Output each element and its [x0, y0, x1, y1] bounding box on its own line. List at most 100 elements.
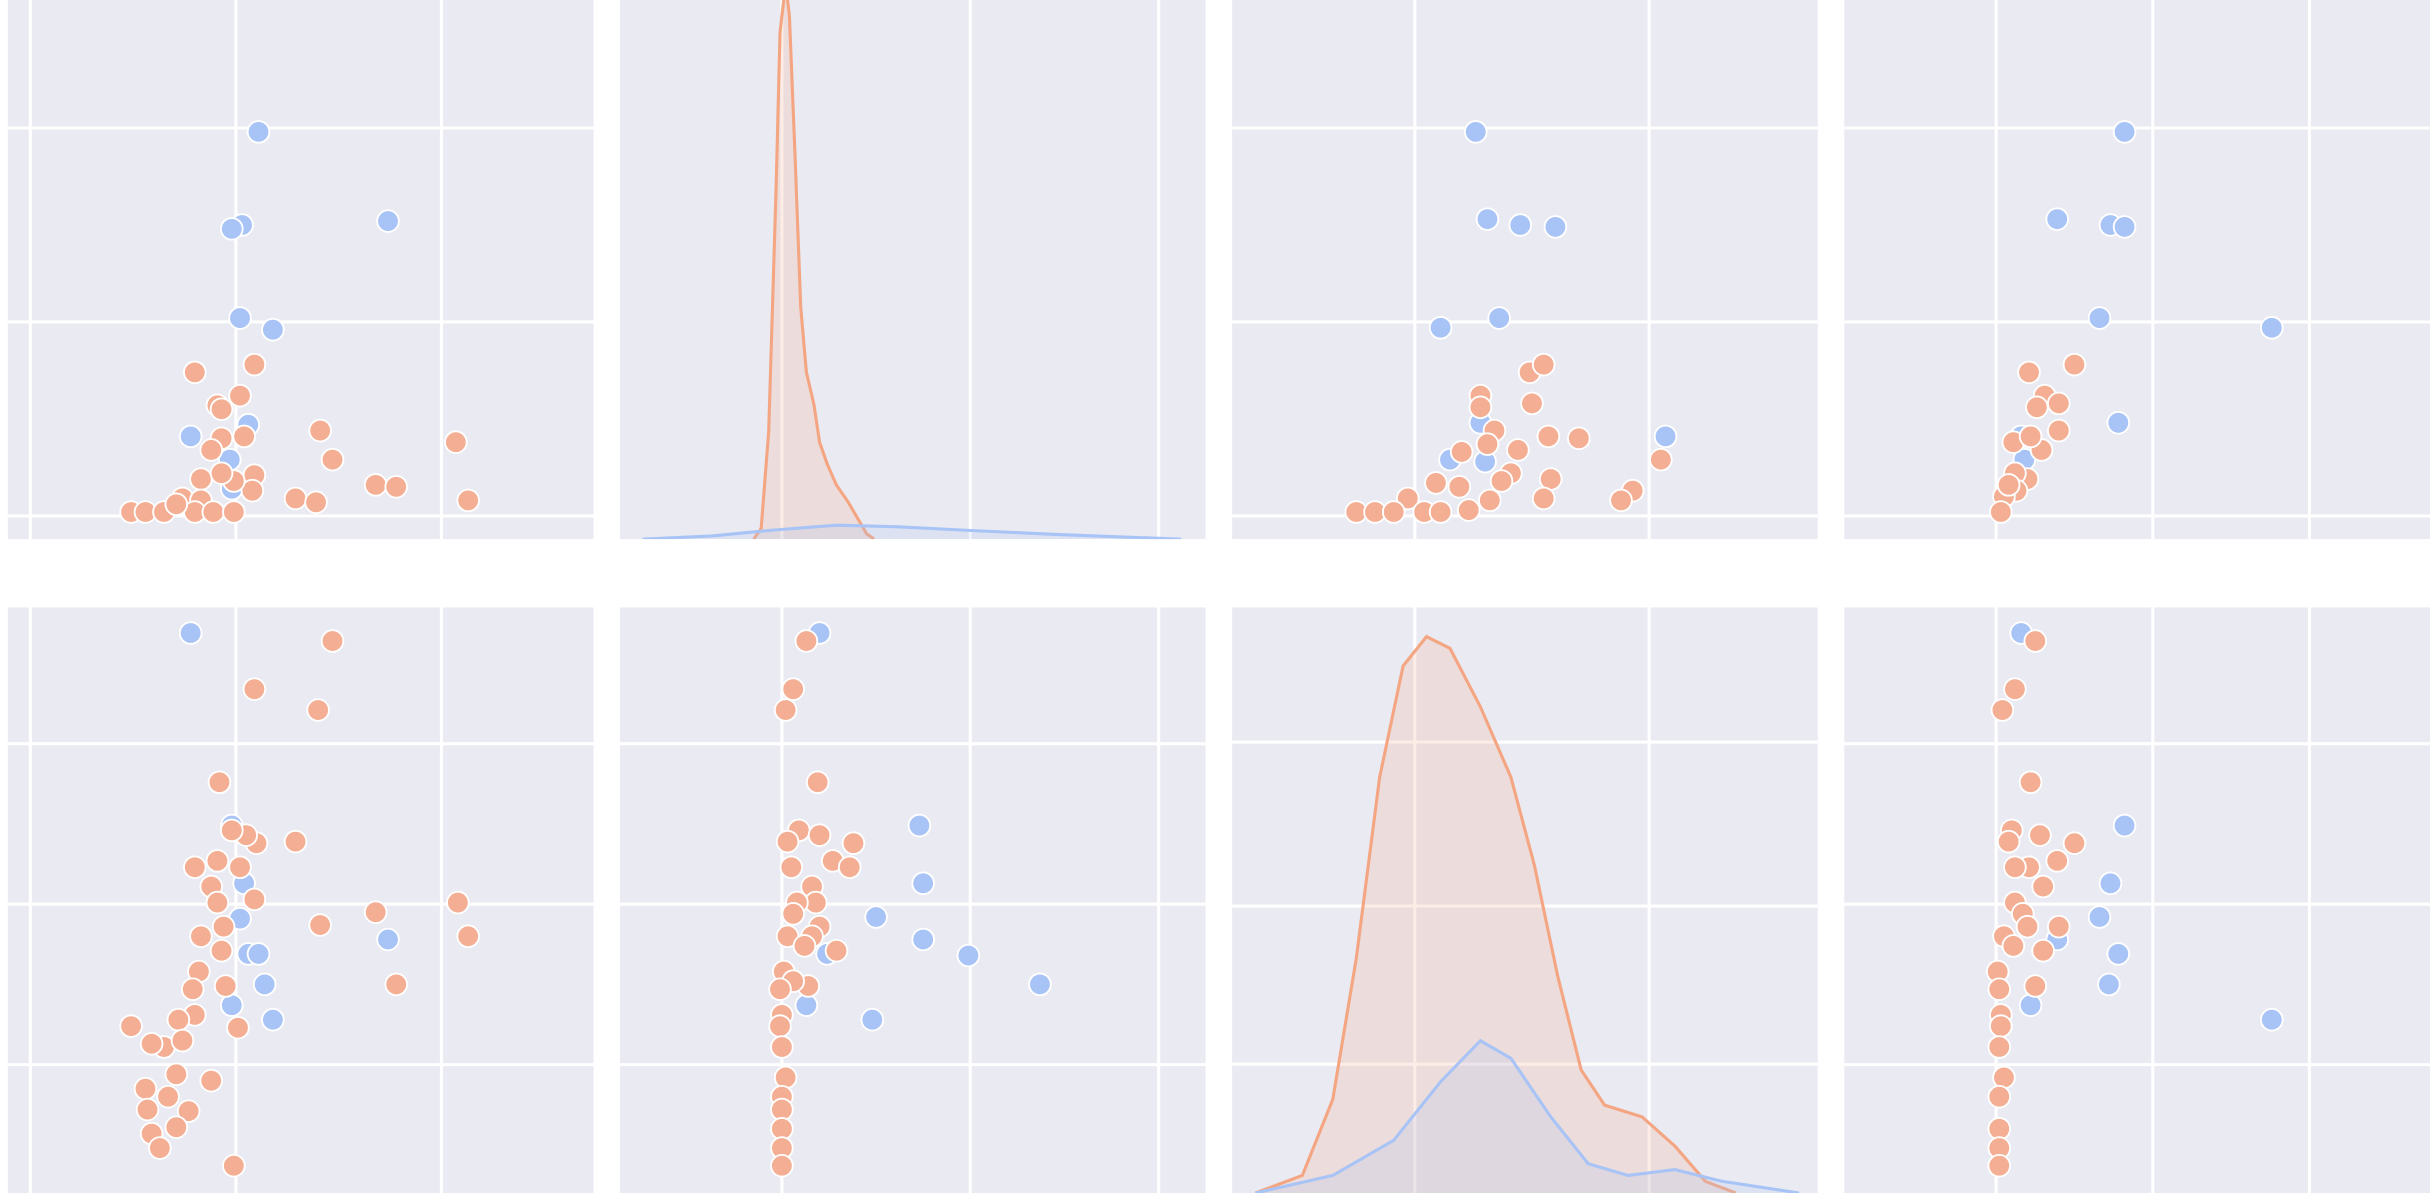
- scatter-point: [306, 698, 330, 722]
- scatter-point: [199, 438, 224, 462]
- kde-area: [1255, 636, 1736, 1193]
- scatter-point: [2112, 120, 2137, 144]
- scatter-point: [2045, 849, 2069, 873]
- scatter-point: [246, 942, 271, 966]
- scatter-point: [1996, 473, 2021, 497]
- scatter-point: [232, 424, 256, 449]
- scatter-point: [363, 900, 388, 924]
- scatter-point: [1536, 424, 1561, 449]
- scatter-point: [1447, 475, 1472, 499]
- scatter-point: [1989, 500, 2013, 524]
- scatter-point: [180, 977, 205, 1001]
- scatter-point: [1428, 315, 1453, 340]
- scatter-point: [2018, 993, 2043, 1018]
- scatter-point: [2047, 391, 2071, 416]
- scatter-point: [133, 1076, 158, 1101]
- panel: [619, 0, 1206, 540]
- scatter-point: [1520, 391, 1544, 416]
- scatter-point: [841, 831, 866, 855]
- scatter-point: [864, 905, 888, 929]
- scatter-point: [456, 924, 480, 949]
- scatter-point: [156, 1084, 180, 1109]
- scatter-point: [135, 1097, 160, 1122]
- scatter-point: [1989, 1014, 2013, 1038]
- scatter-point: [2045, 207, 2069, 231]
- scatter-point: [376, 927, 400, 952]
- panel: [7, 0, 594, 540]
- panel-background: [7, 607, 594, 1193]
- scatter-point: [1456, 498, 1481, 522]
- scatter-point: [228, 306, 252, 330]
- scatter-point: [1508, 213, 1533, 237]
- scatter-point: [304, 490, 328, 515]
- scatter-point: [1506, 438, 1530, 462]
- scatter-point: [148, 1136, 172, 1160]
- scatter-point: [911, 871, 935, 896]
- scatter-point: [222, 1153, 246, 1178]
- scatter-point: [226, 1015, 250, 1040]
- scatter-point: [1381, 500, 1406, 524]
- scatter-point: [824, 938, 849, 963]
- scatter-point: [907, 813, 932, 838]
- scatter-point: [444, 430, 468, 454]
- scatter-point: [2097, 972, 2121, 997]
- scatter-point: [2018, 770, 2043, 795]
- scatter-point: [363, 473, 388, 497]
- scatter-point: [1475, 207, 1500, 231]
- scatter-point: [768, 1014, 792, 1038]
- scatter-point: [1028, 972, 1052, 997]
- scatter-point: [773, 698, 798, 722]
- scatter-point: [2001, 934, 2026, 958]
- scatter-point: [240, 478, 265, 503]
- scatter-point: [1987, 977, 2012, 1001]
- scatter-point: [781, 677, 805, 701]
- scatter-point: [805, 770, 830, 795]
- scatter-point: [384, 972, 409, 997]
- scatter-point: [199, 1068, 224, 1093]
- scatter-point: [1992, 1065, 2016, 1090]
- scatter-point: [792, 934, 817, 958]
- scatter-point: [205, 890, 230, 915]
- scatter-point: [837, 855, 862, 880]
- scatter-point: [1475, 432, 1500, 456]
- scatter-point: [2087, 306, 2112, 330]
- scatter-point: [2260, 1007, 2284, 1032]
- panel: [1232, 607, 1818, 1193]
- scatter-point: [176, 1099, 201, 1123]
- scatter-point: [178, 424, 203, 449]
- scatter-point: [201, 500, 226, 524]
- panel: [7, 607, 594, 1193]
- scatter-point: [139, 1032, 164, 1056]
- scatter-point: [2106, 411, 2131, 435]
- scatter-point: [794, 993, 819, 1018]
- scatter-point: [768, 977, 792, 1001]
- scatter-point: [189, 924, 213, 949]
- scatter-point: [119, 1014, 143, 1038]
- panel: [1844, 0, 2430, 540]
- scatter-point: [320, 447, 345, 472]
- scatter-point: [2003, 855, 2027, 880]
- scatter-point: [261, 317, 285, 342]
- scatter-point: [1478, 488, 1502, 513]
- scatter-point: [384, 475, 409, 499]
- panel-background: [619, 607, 1206, 1193]
- scatter-point: [283, 486, 308, 511]
- scatter-point: [2031, 938, 2055, 963]
- scatter-point: [456, 488, 480, 513]
- scatter-point: [1987, 1084, 2012, 1109]
- kde-area: [1255, 1040, 1800, 1193]
- scatter-point: [770, 1035, 794, 1059]
- scatter-point: [860, 1007, 885, 1032]
- scatter-point: [166, 1007, 191, 1032]
- scatter-point: [376, 209, 400, 233]
- scatter-point: [189, 467, 213, 491]
- scatter-point: [242, 352, 267, 377]
- scatter-point: [207, 770, 232, 795]
- scatter-point: [261, 1007, 285, 1032]
- scatter-point: [2003, 677, 2027, 701]
- scatter-point: [1649, 447, 1673, 472]
- panel-background: [1844, 607, 2430, 1193]
- scatter-point: [1531, 486, 1556, 511]
- scatter-point: [1424, 471, 1448, 495]
- scatter-point: [2087, 905, 2112, 929]
